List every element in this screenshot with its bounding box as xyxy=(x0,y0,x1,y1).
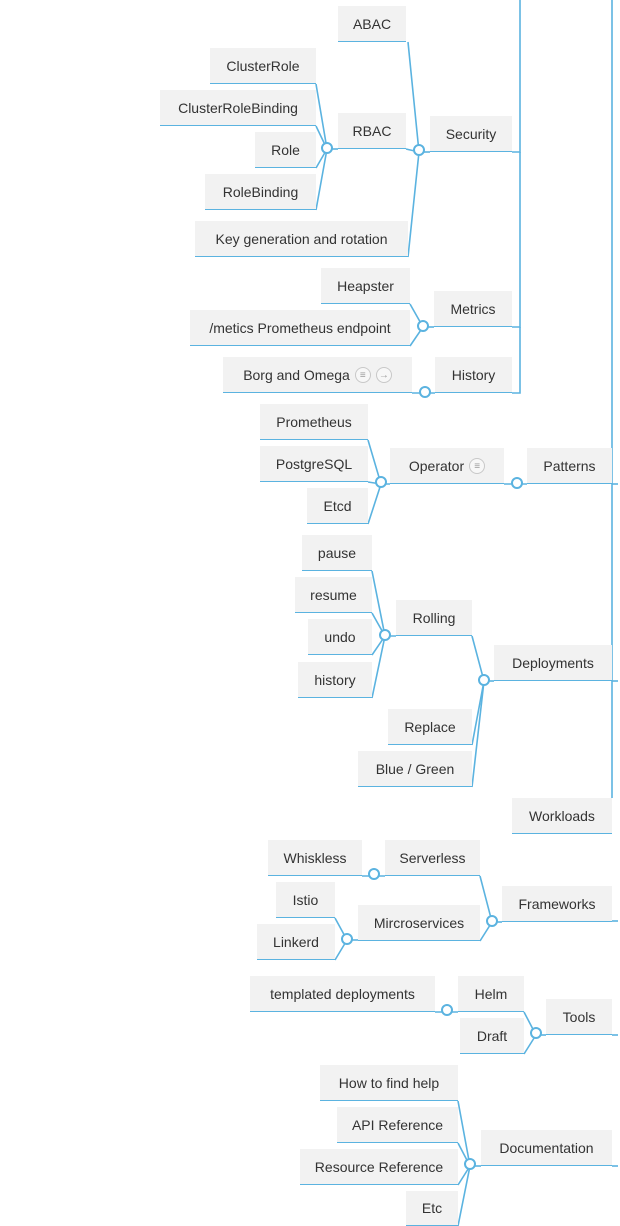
node-documentation[interactable]: Documentation xyxy=(481,1130,612,1166)
notes-icon[interactable]: ≡ xyxy=(469,457,486,474)
node-clusterrole[interactable]: ClusterRole xyxy=(210,48,316,84)
collapse-toggle-frameworks[interactable] xyxy=(486,915,498,927)
node-replace[interactable]: Replace xyxy=(388,709,472,745)
connector-line xyxy=(471,680,485,746)
collapse-toggle-security[interactable] xyxy=(413,144,425,156)
node-serverless[interactable]: Serverless xyxy=(385,840,480,876)
node-etcd[interactable]: Etcd xyxy=(307,488,368,524)
connector-line xyxy=(512,0,521,153)
collapse-toggle-metrics[interactable] xyxy=(417,320,429,332)
collapse-toggle-tools[interactable] xyxy=(530,1027,542,1039)
collapse-toggle-operator[interactable] xyxy=(375,476,387,488)
node-linkerd[interactable]: Linkerd xyxy=(257,924,335,960)
node-tools[interactable]: Tools xyxy=(546,999,612,1035)
node-rolebinding[interactable]: RoleBinding xyxy=(205,174,316,210)
node-deployments[interactable]: Deployments xyxy=(494,645,612,681)
node-helm[interactable]: Helm xyxy=(458,976,524,1012)
node-frameworks[interactable]: Frameworks xyxy=(502,886,612,922)
node-templated-deployments[interactable]: templated deployments xyxy=(250,976,435,1012)
collapse-toggle-rolling[interactable] xyxy=(379,629,391,641)
node-draft[interactable]: Draft xyxy=(460,1018,524,1054)
notes-icon[interactable]: ≡ xyxy=(354,366,371,383)
node-operator[interactable]: Operator ≡ xyxy=(390,448,504,484)
collapse-toggle-patterns[interactable] xyxy=(511,477,523,489)
node-borg-omega[interactable]: Borg and Omega ≡ → xyxy=(223,357,412,393)
node-clusterrolebinding[interactable]: ClusterRoleBinding xyxy=(160,90,316,126)
node-pause[interactable]: pause xyxy=(302,535,372,571)
collapse-toggle-microservices[interactable] xyxy=(341,933,353,945)
node-postgresql[interactable]: PostgreSQL xyxy=(260,446,368,482)
node-api-reference[interactable]: API Reference xyxy=(337,1107,458,1143)
node-whiskless[interactable]: Whiskless xyxy=(268,840,362,876)
collapse-toggle-helm[interactable] xyxy=(441,1004,453,1016)
node-blue-green[interactable]: Blue / Green xyxy=(358,751,472,787)
node-history-cmd[interactable]: history xyxy=(298,662,372,698)
node-istio[interactable]: Istio xyxy=(276,882,335,918)
node-microservices[interactable]: Mircroservices xyxy=(358,905,480,941)
node-operator-label: Operator xyxy=(408,457,465,474)
node-borg-omega-label: Borg and Omega xyxy=(243,366,350,383)
node-resume[interactable]: resume xyxy=(295,577,372,613)
connector-line xyxy=(512,152,521,328)
node-resource-reference[interactable]: Resource Reference xyxy=(300,1149,458,1185)
node-abac[interactable]: ABAC xyxy=(338,6,406,42)
node-prometheus[interactable]: Prometheus xyxy=(260,404,368,440)
node-rbac[interactable]: RBAC xyxy=(338,113,406,149)
arrow-right-icon[interactable]: → xyxy=(375,366,392,383)
node-etc[interactable]: Etc xyxy=(406,1191,458,1226)
node-patterns[interactable]: Patterns xyxy=(527,448,612,484)
node-key-generation[interactable]: Key generation and rotation xyxy=(195,221,408,257)
node-metrics-endpoint[interactable]: /metics Prometheus endpoint xyxy=(190,310,410,346)
collapse-toggle-serverless[interactable] xyxy=(368,868,380,880)
collapse-toggle-rbac[interactable] xyxy=(321,142,333,154)
connector-line xyxy=(512,327,521,394)
node-heapster[interactable]: Heapster xyxy=(321,268,410,304)
collapse-toggle-deployments[interactable] xyxy=(478,674,490,686)
node-security[interactable]: Security xyxy=(430,116,512,152)
node-role[interactable]: Role xyxy=(255,132,316,168)
node-workloads[interactable]: Workloads xyxy=(512,798,612,834)
node-metrics[interactable]: Metrics xyxy=(434,291,512,327)
node-undo[interactable]: undo xyxy=(308,619,372,655)
node-history-topic[interactable]: History xyxy=(435,357,512,393)
node-rolling[interactable]: Rolling xyxy=(396,600,472,636)
connector-line xyxy=(479,875,493,942)
collapse-toggle-history[interactable] xyxy=(419,386,431,398)
collapse-toggle-documentation[interactable] xyxy=(464,1158,476,1170)
node-how-to-find-help[interactable]: How to find help xyxy=(320,1065,458,1101)
